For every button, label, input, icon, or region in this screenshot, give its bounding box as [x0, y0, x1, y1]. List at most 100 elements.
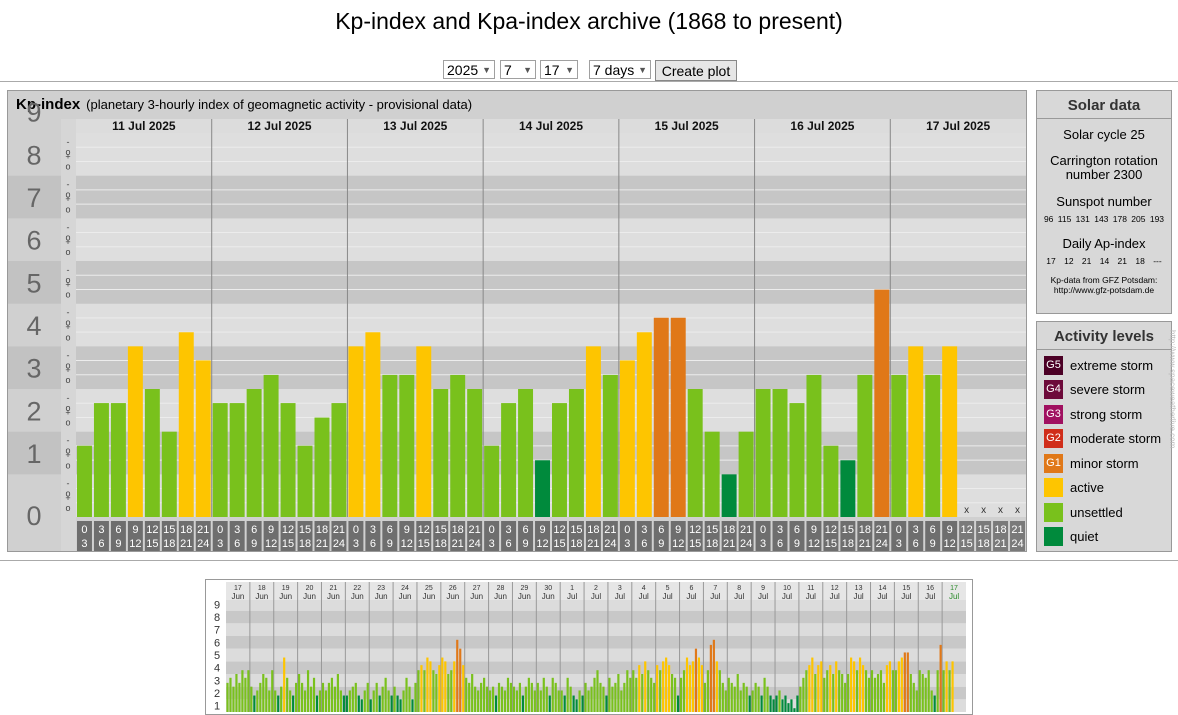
kp-bar — [909, 674, 912, 712]
kp-bar — [738, 431, 754, 517]
interval-start-label: 12 — [282, 524, 294, 536]
month-label: Jul — [591, 592, 601, 601]
range-select[interactable]: 7 days ▼ — [589, 60, 651, 79]
kp-bar — [542, 677, 545, 712]
kp-bar — [745, 686, 748, 712]
legend-item: quiet — [1037, 525, 1171, 550]
day-select[interactable]: 17 ▼ — [540, 60, 578, 79]
kp-bar — [414, 682, 417, 712]
kp-bar — [930, 690, 933, 712]
kp-bar — [575, 699, 578, 712]
day-header-strip — [226, 582, 966, 600]
panel-title: Kp-index — [16, 96, 81, 113]
kp-bar — [342, 695, 345, 712]
kp-bar — [271, 670, 274, 712]
kp-bar — [897, 661, 900, 712]
legend-label: severe storm — [1070, 382, 1146, 398]
month-value: 7 — [504, 62, 512, 78]
kp-bar — [829, 665, 832, 712]
kp-bar — [817, 665, 820, 712]
subdivision-mark: o — [65, 232, 70, 242]
interval-label-box — [789, 521, 805, 551]
kp-bar — [796, 695, 799, 712]
legend-item: G5 extreme storm — [1037, 353, 1171, 378]
interval-end-label: 9 — [251, 538, 257, 550]
interval-start-label: 6 — [658, 524, 664, 536]
month-label: Jun — [446, 592, 459, 601]
kp-bar — [447, 674, 450, 712]
day-label: 13 Jul 2025 — [383, 119, 447, 133]
kp-bar — [241, 670, 244, 712]
create-plot-button[interactable]: Create plot — [655, 60, 737, 81]
y-band — [8, 218, 61, 261]
kp-bar — [324, 690, 328, 712]
kp-bar-chart: 0123456789o+-oo+-oo+-oo+-oo+-oo+-oo+-oo+… — [8, 98, 1026, 551]
subdivision-mark: + — [65, 407, 70, 417]
kp-bar — [578, 690, 581, 712]
kp-bar — [676, 695, 680, 712]
y-tick-label: 7 — [214, 625, 220, 637]
interval-end-label: 18 — [163, 538, 175, 550]
interval-start-label: 18 — [723, 524, 735, 536]
grid-band — [76, 261, 1026, 304]
interval-end-label: 12 — [401, 538, 413, 550]
kp-bar — [638, 665, 641, 712]
legend-label: quiet — [1070, 529, 1099, 545]
subdivision-column — [61, 119, 76, 551]
subdivision-mark: o — [65, 460, 70, 470]
kp-bar — [509, 682, 513, 712]
interval-start-label: 12 — [146, 524, 158, 536]
kp-bar — [161, 431, 177, 517]
kp-bar — [298, 674, 301, 712]
day-label: 16 Jul 2025 — [790, 119, 854, 133]
interval-end-label: 21 — [859, 538, 871, 550]
subdivision-mark: - — [67, 436, 70, 446]
interval-start-label: 15 — [570, 524, 582, 536]
kp-bar — [867, 677, 871, 712]
subdivision-mark: + — [65, 450, 70, 460]
interval-start-label: 0 — [489, 524, 495, 536]
interval-end-label: 12 — [129, 538, 141, 550]
kp-bar — [599, 682, 602, 712]
day-number: 12 — [831, 585, 839, 592]
grid-band — [226, 648, 966, 662]
grid-band — [226, 674, 966, 687]
y-tick-label: 6 — [214, 637, 220, 649]
y-tick-label: 2 — [26, 396, 41, 426]
month-label: Jun — [255, 592, 268, 601]
kp-bar — [927, 670, 930, 712]
kp-bar — [772, 389, 788, 517]
kp-bar — [908, 346, 924, 517]
kp-bar — [706, 670, 709, 712]
interval-label-box — [501, 521, 517, 551]
interval-end-label: 21 — [723, 538, 735, 550]
day-number: 27 — [473, 585, 481, 592]
interval-end-label: 24 — [740, 538, 752, 550]
kp-bar — [530, 682, 533, 712]
interval-start-label: 15 — [435, 524, 447, 536]
kp-bar — [602, 686, 605, 712]
kp-bar — [465, 677, 468, 712]
kp-bar — [635, 677, 638, 712]
interval-label-box — [585, 521, 601, 551]
interval-label-box — [314, 521, 330, 551]
subdivision-mark: o — [65, 488, 70, 498]
chevron-down-icon: ▼ — [565, 65, 574, 75]
interval-end-label: 21 — [587, 538, 599, 550]
month-label: Jul — [734, 592, 744, 601]
year-select[interactable]: 2025 ▼ — [443, 60, 495, 79]
day-number: 13 — [855, 585, 863, 592]
interval-label-box — [568, 521, 584, 551]
subdivision-mark: - — [67, 265, 70, 275]
interval-start-label: 9 — [811, 524, 817, 536]
y-band — [8, 346, 61, 389]
y-tick-label: 4 — [214, 663, 220, 675]
kp-bar — [483, 677, 486, 712]
interval-label-box — [382, 521, 398, 551]
interval-start-label: 9 — [132, 524, 138, 536]
grid-band — [226, 661, 966, 674]
kp-bar — [679, 677, 683, 712]
month-select[interactable]: 7 ▼ — [500, 60, 536, 79]
y-band — [8, 175, 61, 219]
day-number: 23 — [377, 585, 385, 592]
